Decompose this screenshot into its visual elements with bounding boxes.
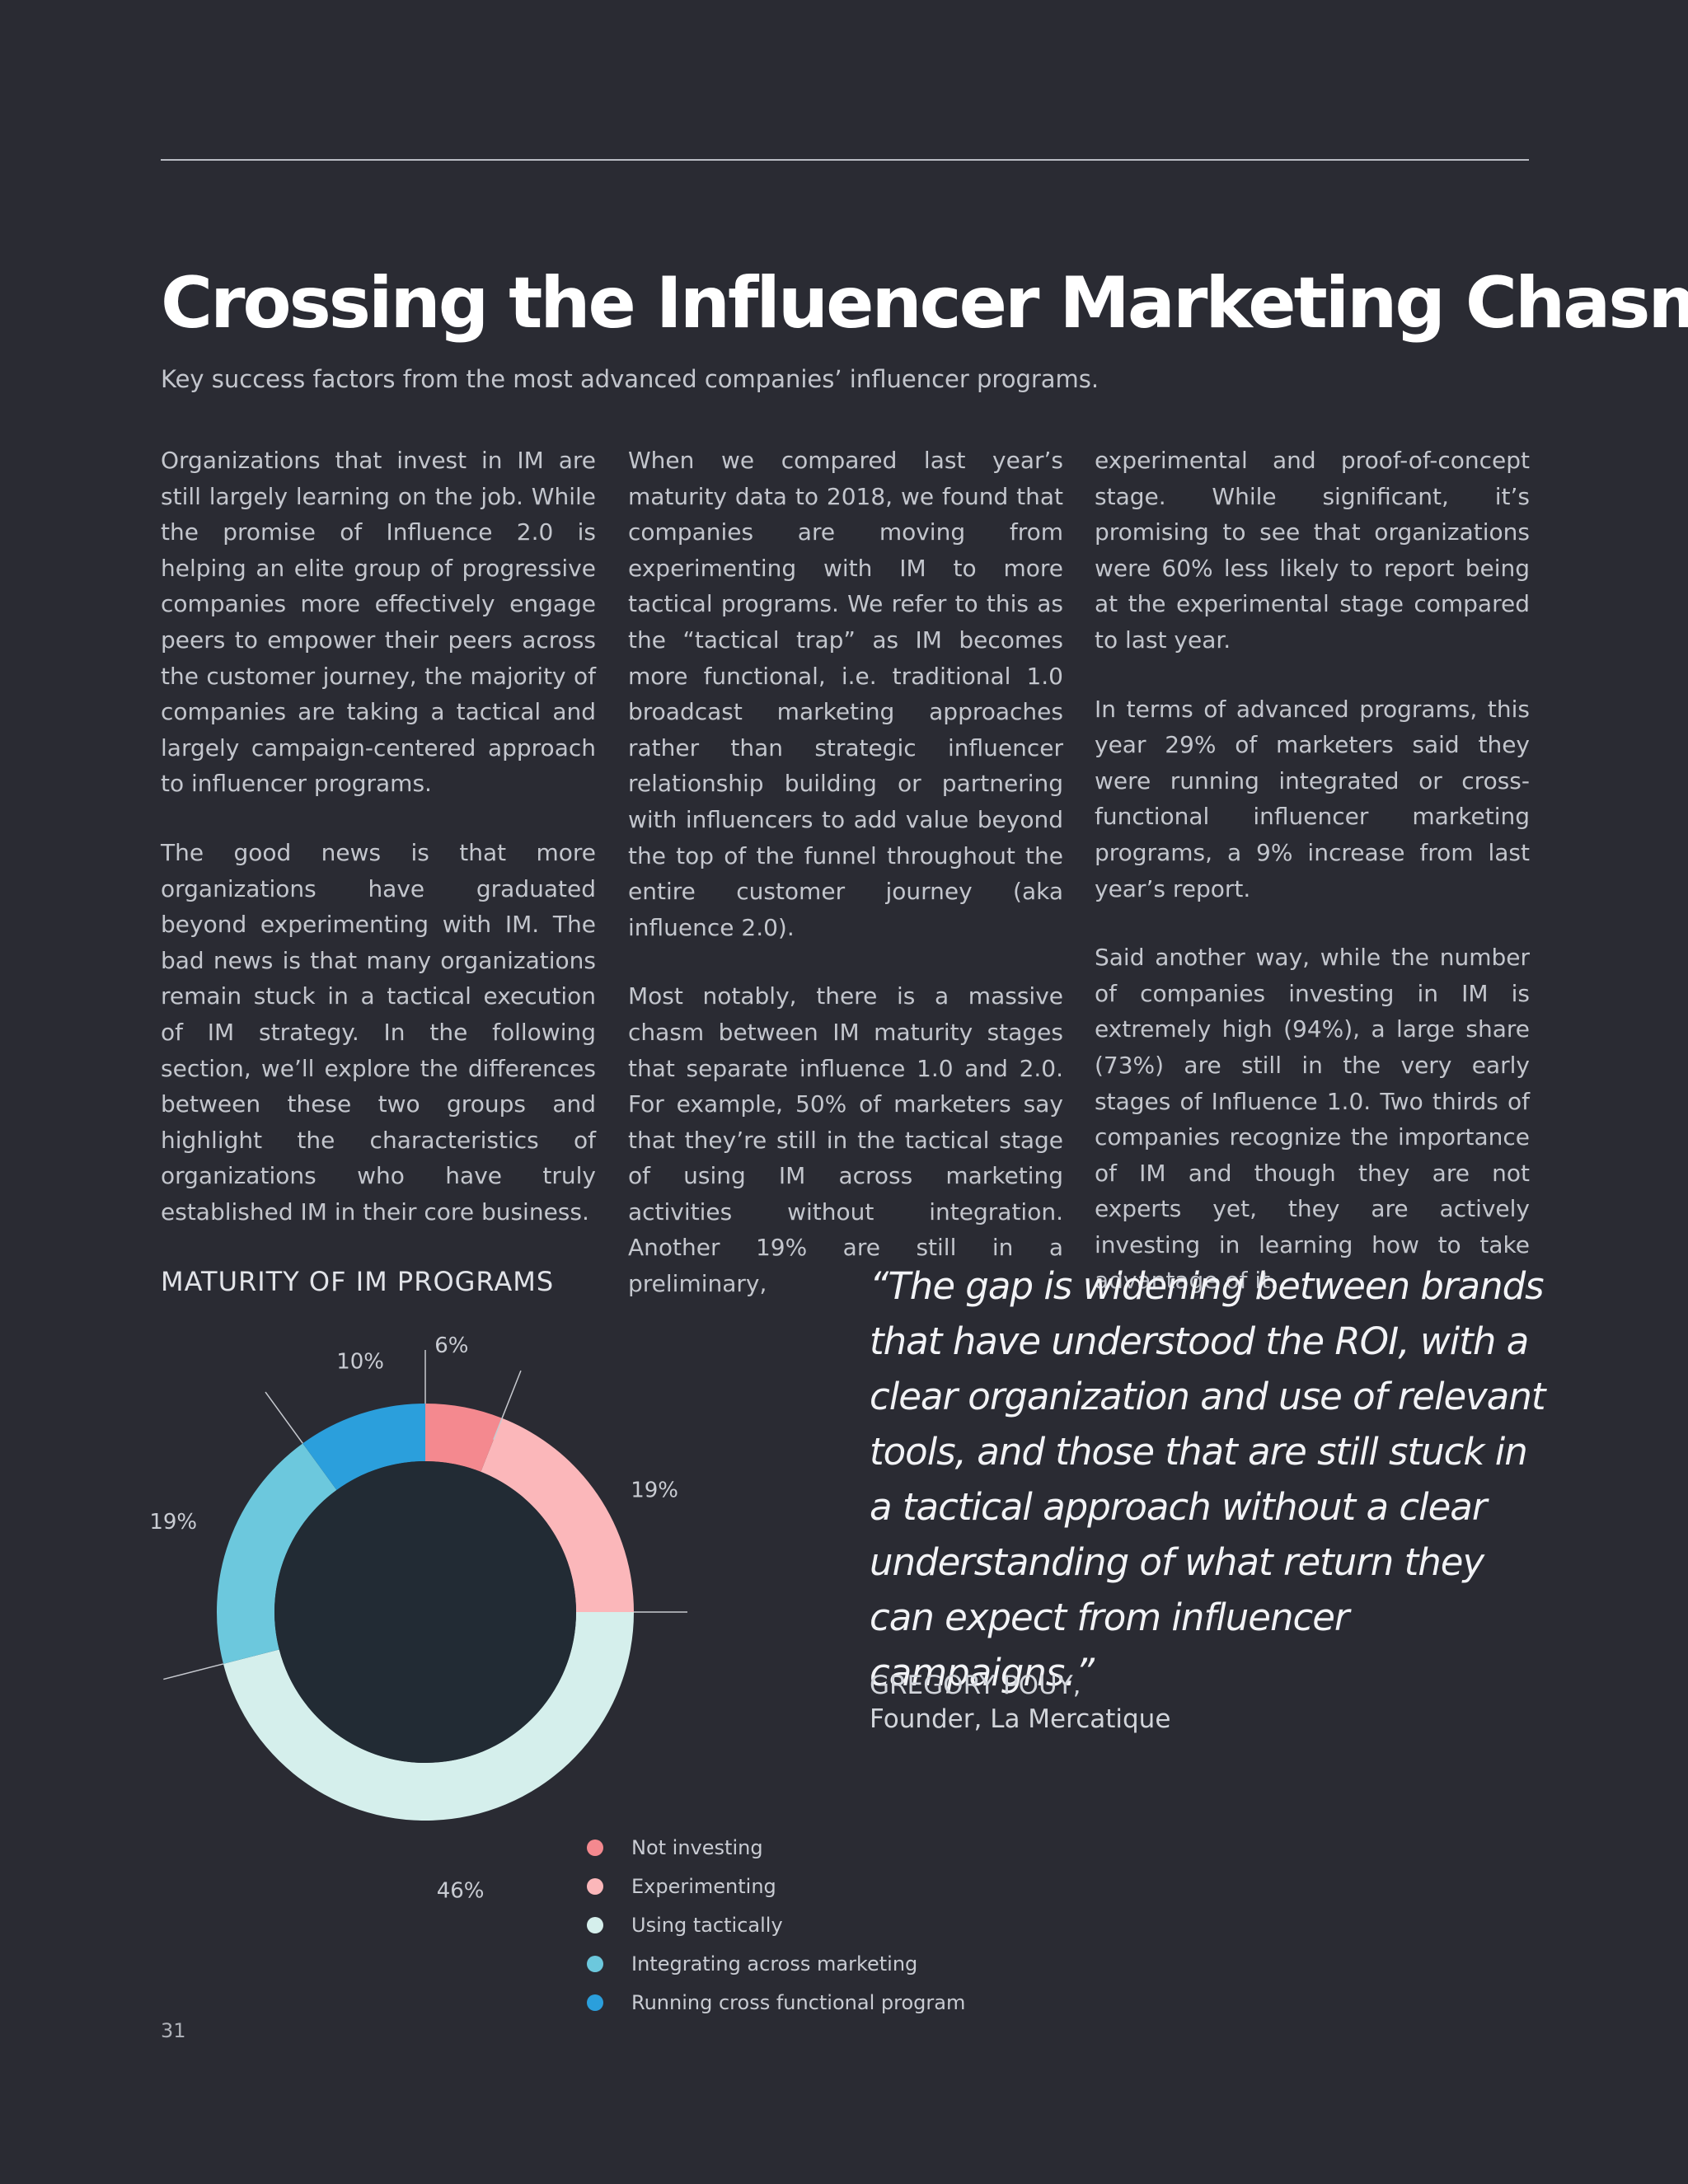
donut-hole — [274, 1461, 576, 1763]
slice-value-label: 46% — [437, 1878, 485, 1903]
legend-swatch — [587, 1877, 603, 1895]
legend-item-not-investing: Not investing — [587, 1828, 965, 1867]
legend-label: Not investing — [631, 1835, 763, 1859]
chart-title: MATURITY OF IM PROGRAMS — [161, 1266, 555, 1297]
legend-item-experimenting: Experimenting — [587, 1867, 965, 1905]
body-column-3: experimental and proof-of-concept stage.… — [1095, 443, 1530, 1332]
quote-author-title: Founder, La Mercatique — [870, 1704, 1171, 1734]
legend-label: Integrating across marketing — [631, 1952, 918, 1975]
header-rule — [161, 159, 1529, 161]
paragraph: The good news is that more organizations… — [161, 838, 596, 1226]
quote-author-name: GREGORY POUY, — [870, 1671, 1081, 1700]
paragraph: Said another way, while the number of co… — [1095, 944, 1530, 1295]
legend-item-using-tactically: Using tactically — [587, 1905, 965, 1944]
donut-slice-experimenting — [481, 1418, 634, 1612]
paragraph: Organizations that invest in IM are stil… — [161, 447, 596, 798]
donut-slice-integrating-across-marketing — [217, 1443, 337, 1664]
slice-value-label: 19% — [149, 1510, 197, 1535]
page-title: Crossing the Influencer Marketing Chasm — [161, 262, 1688, 344]
legend-swatch — [587, 1994, 603, 2011]
donut-slice-running-cross-functional-program — [302, 1404, 425, 1490]
page-number: 31 — [161, 2019, 186, 2042]
slice-value-label: 10% — [336, 1350, 384, 1375]
legend-swatch — [587, 1839, 603, 1856]
paragraph: experimental and proof-of-concept stage.… — [1095, 447, 1530, 654]
page-subtitle: Key success factors from the most advanc… — [161, 365, 1100, 393]
body-column-1: Organizations that invest in IM are stil… — [161, 443, 596, 1263]
paragraph: Most notably, there is a massive chasm b… — [628, 982, 1063, 1298]
slice-value-label: 6% — [434, 1333, 468, 1358]
legend-label: Running cross functional program — [631, 1990, 966, 2014]
paragraph: In terms of advanced programs, this year… — [1095, 695, 1530, 902]
slice-value-label: 19% — [631, 1478, 678, 1502]
legend-swatch — [587, 1955, 603, 1972]
paragraph: When we compared last year’s maturity da… — [628, 447, 1063, 941]
leader-line — [265, 1391, 303, 1444]
leader-line — [163, 1663, 224, 1680]
maturity-donut-chart: 6% 19% 46% 19% 10% — [149, 1333, 687, 1903]
legend-label: Using tactically — [631, 1913, 783, 1937]
legend-item-running-cross-functional-program: Running cross functional program — [587, 1983, 965, 2022]
pull-quote: “The gap is widening between brands that… — [870, 1264, 1546, 1694]
quote-author: GREGORY POUY, Founder, La Mercatique — [870, 1669, 1170, 1736]
donut-slice-not-investing — [425, 1404, 503, 1472]
legend-label: Experimenting — [631, 1874, 776, 1898]
chart-legend: Not investing Experimenting Using tactical… — [587, 1828, 965, 2022]
leader-line — [493, 1370, 522, 1441]
legend-swatch — [587, 1916, 603, 1933]
legend-item-integrating-across-marketing: Integrating across marketing — [587, 1944, 965, 1983]
donut-slice-using-tactically — [223, 1612, 634, 1821]
body-column-2: When we compared last year’s maturity da… — [628, 443, 1063, 1335]
